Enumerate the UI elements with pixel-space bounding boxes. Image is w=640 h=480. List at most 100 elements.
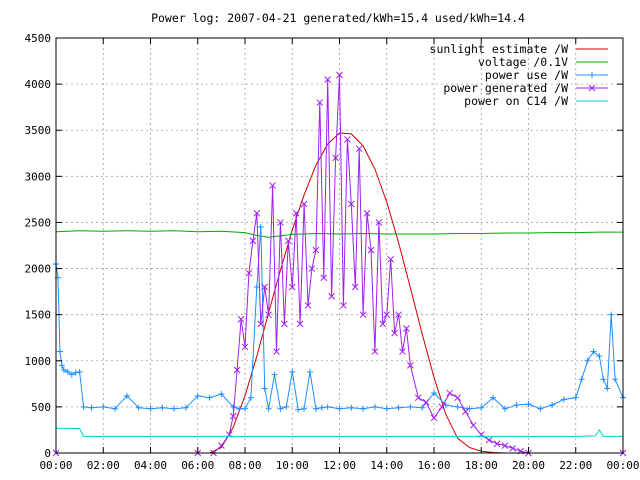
legend-label: sunlight estimate /W	[430, 42, 569, 56]
series-layer	[52, 71, 627, 457]
series-line-voltage-0-1v	[55, 230, 623, 238]
series-point-power-generated-w	[340, 302, 347, 309]
series-point-power-generated-w	[233, 366, 241, 374]
series-point-power-use-w	[584, 357, 591, 364]
series-point-power-use-w	[431, 390, 437, 397]
series-point-power-use-w	[242, 405, 248, 412]
y-tick-label: 4500	[25, 32, 52, 45]
series-point-power-use-w	[478, 404, 485, 411]
series-point-power-generated-w	[237, 315, 245, 323]
series-point-power-use-w	[596, 353, 603, 360]
series-point-power-generated-w	[336, 71, 343, 79]
series-point-power-use-w	[324, 403, 331, 410]
series-point-power-use-w	[513, 402, 520, 409]
series-point-power-generated-w	[304, 302, 312, 309]
series-point-power-use-w	[64, 368, 71, 375]
series-point-power-generated-w	[316, 99, 324, 106]
series-point-power-generated-w	[281, 320, 288, 328]
series-point-power-generated-w	[229, 412, 237, 420]
series-point-power-generated-w	[363, 209, 371, 217]
series-point-power-generated-w	[308, 265, 316, 272]
series-point-power-generated-w	[387, 255, 395, 263]
series-point-power-generated-w	[344, 136, 351, 143]
series-point-power-use-w	[454, 403, 461, 410]
series-point-power-generated-w	[257, 320, 265, 328]
series-point-power-use-w	[236, 405, 243, 412]
legend-label: voltage /0.1V	[478, 55, 568, 69]
series-point-power-generated-w	[430, 414, 438, 422]
series-point-power-generated-w	[509, 445, 517, 452]
series-point-power-use-w	[549, 402, 556, 409]
series-point-power-use-w	[383, 405, 390, 412]
series-point-power-generated-w	[296, 320, 304, 328]
series-point-power-generated-w	[371, 348, 379, 355]
series-point-power-generated-w	[375, 219, 383, 226]
series-point-power-use-w	[159, 404, 166, 411]
series-point-power-generated-w	[253, 209, 261, 217]
series-point-power-generated-w	[379, 320, 387, 328]
series-point-power-use-w	[608, 311, 615, 318]
y-tick-label: 500	[31, 401, 51, 414]
series-point-power-use-w	[419, 404, 426, 411]
series-point-power-use-w	[271, 371, 278, 378]
legend-marker	[589, 72, 595, 78]
series-point-power-use-w	[56, 348, 63, 355]
x-tick-label: 14:00	[370, 459, 403, 472]
x-tick-label: 20:00	[512, 459, 545, 472]
series-point-power-generated-w	[462, 408, 469, 415]
series-point-power-use-w	[112, 405, 119, 412]
series-point-power-use-w	[371, 403, 378, 410]
series-point-power-use-w	[171, 405, 178, 412]
series-point-power-use-w	[306, 368, 313, 375]
y-tick-label: 4000	[25, 78, 52, 91]
series-point-power-generated-w	[288, 283, 296, 291]
series-point-power-generated-w	[470, 421, 477, 429]
series-point-power-use-w	[318, 404, 325, 411]
series-point-power-generated-w	[359, 311, 367, 319]
series-point-power-use-w	[60, 367, 67, 373]
series-point-power-generated-w	[312, 246, 320, 254]
series-point-power-use-w	[261, 385, 268, 392]
axis-labels: 0 500 1000 1500 2000 2500 3000 3500 4000 4500 00:0…	[25, 32, 640, 472]
y-tick-label: 2000	[25, 263, 52, 276]
series-point-power-generated-w	[218, 442, 225, 449]
series-point-power-use-w	[58, 362, 65, 369]
series-point-power-use-w	[100, 403, 107, 410]
series-point-power-use-w	[600, 376, 607, 383]
series-point-power-use-w	[230, 403, 237, 410]
series-point-power-generated-w	[241, 343, 249, 351]
series-point-power-generated-w	[391, 329, 398, 337]
grid	[56, 38, 623, 453]
series-point-power-generated-w	[332, 154, 339, 162]
series-point-power-use-w	[312, 405, 319, 412]
series-point-power-use-w	[301, 405, 308, 412]
series-point-power-generated-w	[422, 398, 430, 406]
x-tick-label: 02:00	[87, 459, 120, 472]
series-point-power-use-w	[466, 405, 473, 412]
series-point-power-use-w	[277, 405, 284, 412]
series-point-power-generated-w	[383, 311, 391, 319]
series-point-power-use-w	[612, 376, 619, 383]
series-point-power-use-w	[206, 394, 213, 401]
x-tick-label: 12:00	[323, 459, 356, 472]
series-point-power-use-w	[88, 404, 95, 411]
x-tick-label: 00:00	[39, 459, 72, 472]
x-tick-label: 22:00	[559, 459, 592, 472]
y-tick-label: 1000	[25, 355, 52, 368]
series-point-power-use-w	[295, 406, 302, 413]
series-point-power-use-w	[490, 394, 497, 401]
series-point-power-generated-w	[324, 76, 332, 83]
series-point-power-generated-w	[269, 182, 276, 189]
series-point-power-use-w	[501, 405, 508, 412]
series-point-power-generated-w	[438, 403, 446, 411]
x-tick-label: 18:00	[465, 459, 498, 472]
series-point-power-generated-w	[414, 394, 422, 402]
series-point-power-use-w	[253, 284, 260, 290]
x-tick-label: 00:00	[606, 459, 639, 472]
series-point-power-generated-w	[320, 274, 328, 282]
series-point-power-generated-w	[277, 219, 284, 226]
series-point-power-use-w	[604, 385, 611, 392]
series-point-power-use-w	[135, 404, 142, 411]
